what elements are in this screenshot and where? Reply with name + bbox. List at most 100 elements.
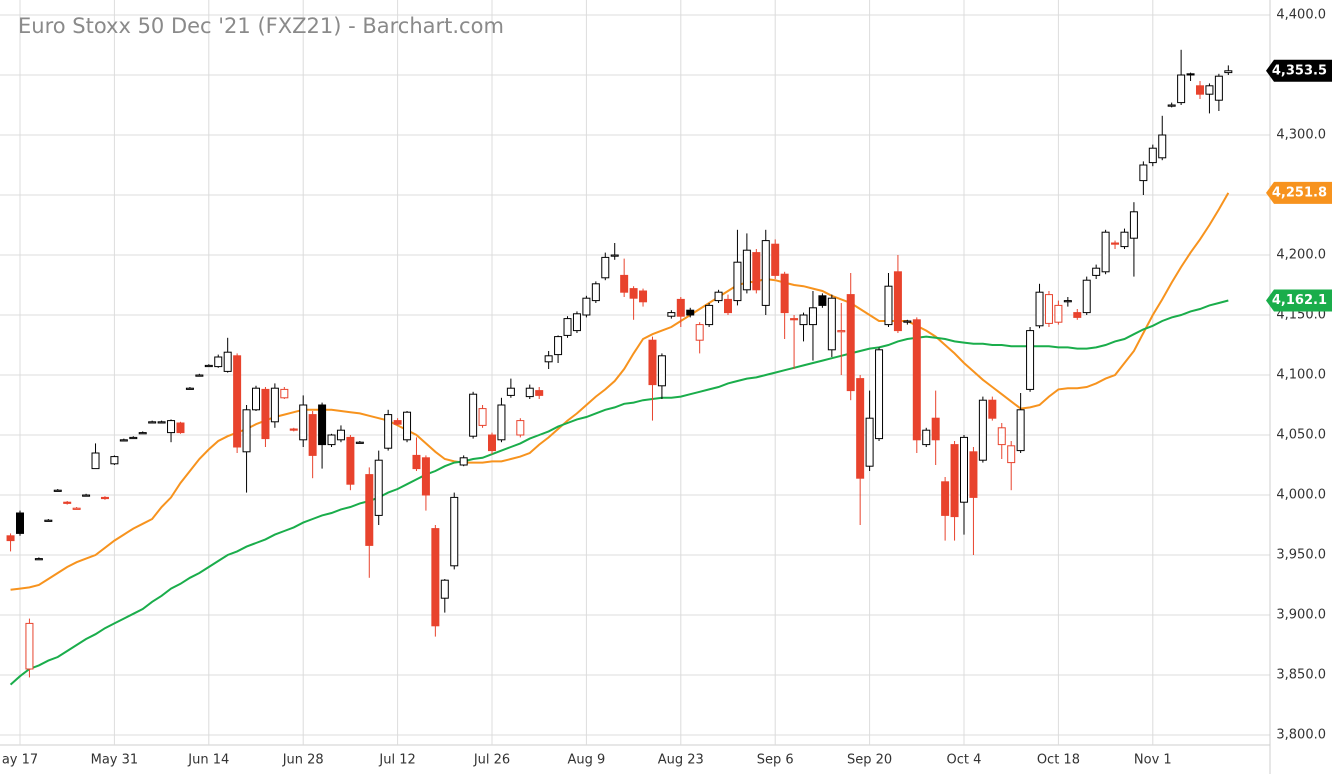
candle-body — [148, 421, 157, 424]
candle-body — [1007, 445, 1016, 464]
candle-body — [657, 355, 666, 387]
candle-body — [601, 256, 610, 279]
moving-averages — [9, 192, 1230, 686]
candle-body — [1214, 75, 1223, 101]
candle-body — [714, 291, 723, 302]
last-price-tag-bg — [1266, 59, 1332, 82]
candle-body — [346, 436, 355, 485]
candle-body — [912, 319, 921, 441]
candle-body — [100, 496, 109, 500]
candle-body — [214, 356, 223, 368]
candle-body — [525, 387, 534, 398]
candle-body — [327, 434, 336, 446]
candle-body — [384, 414, 393, 449]
x-tick-label: Sep 20 — [847, 753, 892, 768]
candle-body — [459, 457, 468, 466]
candle-body — [610, 254, 619, 257]
candle-body — [544, 355, 553, 363]
candle-body — [705, 304, 714, 326]
candle-body — [572, 313, 581, 332]
candle-body — [563, 318, 572, 336]
candle-body — [365, 474, 374, 546]
y-tick-label: 4,050.0 — [1276, 428, 1326, 443]
candle-body — [204, 364, 213, 368]
candle-body — [308, 414, 317, 456]
candle-body — [988, 399, 997, 419]
candle-body — [535, 390, 544, 396]
candle-body — [403, 411, 412, 441]
candle-body — [167, 420, 176, 434]
y-tick-label: 3,900.0 — [1276, 608, 1326, 623]
x-tick-label: Nov 1 — [1134, 753, 1172, 768]
y-tick-label: 3,800.0 — [1276, 728, 1326, 743]
candle-body — [1196, 85, 1204, 95]
candle-body — [119, 439, 128, 442]
candle-body — [978, 399, 987, 461]
candle-body — [997, 427, 1006, 446]
y-tick-label: 3,950.0 — [1276, 548, 1326, 563]
candle-body — [34, 558, 43, 561]
candle-body — [1148, 147, 1157, 164]
candle-body — [289, 428, 298, 431]
x-tick-label: Oct 18 — [1037, 753, 1080, 768]
candle-body — [421, 457, 430, 496]
candle-body — [157, 421, 166, 424]
x-tick-label: Jun 14 — [187, 753, 229, 768]
candle-body — [771, 243, 780, 276]
candle-body — [818, 295, 827, 306]
candle-body — [790, 318, 799, 321]
x-tick-label: Aug 23 — [658, 753, 704, 768]
candle-body — [280, 388, 289, 399]
candle-body — [941, 481, 950, 516]
candle-body — [6, 535, 15, 542]
candle-body — [1073, 312, 1082, 318]
candle-body — [554, 336, 563, 356]
candle-body — [1035, 291, 1044, 327]
x-tick-label: Jul 26 — [473, 753, 510, 768]
candle-body — [761, 240, 770, 306]
candle-body — [1026, 330, 1035, 390]
candle-body — [261, 388, 270, 440]
x-tick-label: Oct 4 — [947, 753, 982, 768]
candle-body — [846, 294, 855, 392]
candle-body — [53, 489, 62, 492]
candle-body — [639, 290, 648, 303]
candle-body — [497, 404, 506, 441]
candle-body — [393, 420, 402, 425]
candle-body — [856, 378, 865, 479]
candle-body — [629, 288, 638, 299]
candle-body — [336, 429, 345, 441]
x-tick-label: ay 17 — [2, 753, 38, 768]
candles — [6, 49, 1233, 678]
candle-body — [1139, 164, 1148, 182]
candle-body — [516, 420, 525, 436]
x-tick-label: Sep 6 — [757, 753, 794, 768]
candle-body — [724, 298, 732, 314]
candle-body — [1224, 70, 1233, 74]
candle-body — [1167, 104, 1176, 107]
candle-body — [1205, 85, 1214, 95]
candle-body — [620, 274, 629, 293]
candle-body — [1063, 300, 1072, 303]
candle-body — [72, 507, 81, 510]
candle-body — [808, 307, 817, 326]
candle-body — [922, 429, 931, 446]
candle-body — [1129, 211, 1138, 239]
candle-body — [318, 404, 327, 446]
candle-body — [469, 393, 478, 437]
candle-body — [686, 309, 695, 316]
candle-body — [1158, 134, 1167, 159]
x-tick-label: Jul 12 — [378, 753, 415, 768]
candle-body — [44, 519, 53, 522]
candle-body — [695, 324, 704, 341]
candle-body — [1082, 279, 1091, 314]
candle-body — [648, 339, 657, 386]
candle-body — [676, 298, 685, 317]
y-tick-label: 4,300.0 — [1276, 128, 1326, 143]
candle-body — [742, 249, 751, 291]
candle-body — [893, 271, 902, 332]
candle-body — [950, 444, 959, 518]
candle-body — [1120, 231, 1129, 248]
y-tick-label: 4,000.0 — [1276, 488, 1326, 503]
